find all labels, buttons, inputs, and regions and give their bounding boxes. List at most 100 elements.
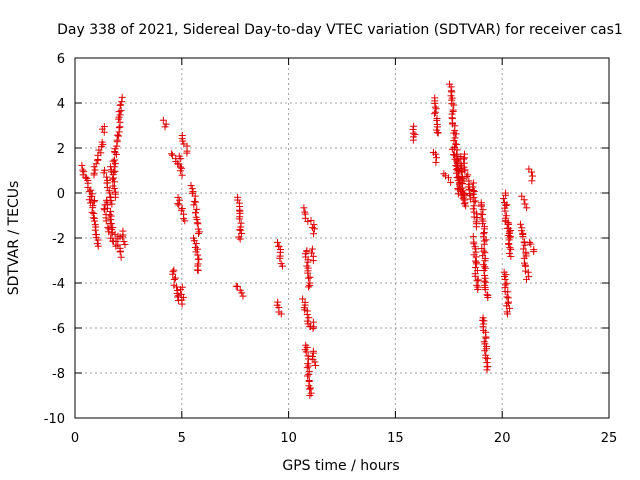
data-point bbox=[450, 151, 458, 159]
data-point bbox=[85, 196, 93, 204]
data-point bbox=[117, 253, 125, 261]
data-point bbox=[104, 223, 112, 231]
data-point bbox=[304, 269, 312, 277]
data-point bbox=[305, 367, 313, 375]
data-point bbox=[116, 118, 124, 126]
data-point bbox=[116, 248, 124, 256]
y-tick-label: -4 bbox=[52, 277, 65, 292]
data-point bbox=[120, 238, 128, 246]
data-point bbox=[117, 101, 125, 109]
data-point bbox=[309, 324, 317, 332]
data-point bbox=[434, 129, 442, 137]
data-point bbox=[87, 186, 95, 194]
data-point bbox=[110, 168, 118, 176]
y-tick-label: -8 bbox=[52, 367, 65, 382]
chart-title: Day 338 of 2021, Sidereal Day-to-day VTE… bbox=[57, 22, 623, 38]
data-point bbox=[276, 254, 284, 262]
data-point bbox=[302, 348, 310, 356]
data-point bbox=[529, 172, 537, 180]
data-point bbox=[472, 223, 480, 231]
data-point bbox=[91, 166, 99, 174]
x-tick-label: 20 bbox=[494, 431, 511, 446]
data-point bbox=[174, 297, 182, 305]
data-point bbox=[472, 257, 480, 265]
data-point bbox=[110, 185, 118, 193]
data-point bbox=[91, 226, 99, 234]
data-point bbox=[177, 206, 185, 214]
data-point bbox=[481, 257, 489, 265]
grid-lines bbox=[75, 58, 609, 418]
data-point bbox=[177, 286, 185, 294]
data-point bbox=[473, 214, 481, 222]
data-point bbox=[480, 240, 488, 248]
data-point bbox=[450, 101, 458, 109]
data-point bbox=[89, 214, 97, 222]
data-point bbox=[459, 193, 467, 201]
data-point bbox=[455, 172, 463, 180]
data-point bbox=[474, 285, 482, 293]
data-point bbox=[168, 150, 176, 158]
data-point bbox=[305, 362, 313, 370]
data-point bbox=[101, 206, 109, 214]
data-point bbox=[238, 230, 246, 238]
data-point bbox=[524, 268, 532, 276]
data-point bbox=[306, 391, 314, 399]
data-point bbox=[190, 237, 198, 245]
x-tick-label: 15 bbox=[387, 431, 404, 446]
y-tick-label: 2 bbox=[57, 142, 65, 157]
data-point bbox=[304, 355, 312, 363]
data-point bbox=[473, 281, 481, 289]
data-point bbox=[174, 200, 182, 208]
data-point bbox=[80, 168, 88, 176]
data-point bbox=[308, 249, 316, 257]
data-point bbox=[432, 154, 440, 162]
data-point bbox=[444, 174, 452, 182]
data-point bbox=[183, 149, 191, 157]
data-point bbox=[193, 205, 201, 213]
data-point bbox=[194, 251, 202, 259]
data-point bbox=[236, 235, 244, 243]
data-point bbox=[448, 88, 456, 96]
data-point bbox=[176, 167, 184, 175]
data-point bbox=[470, 240, 478, 248]
data-point bbox=[473, 260, 481, 268]
data-point bbox=[95, 146, 103, 154]
data-point bbox=[521, 200, 529, 208]
data-point bbox=[177, 155, 185, 163]
data-point bbox=[103, 183, 111, 191]
data-point bbox=[161, 123, 169, 131]
data-point bbox=[90, 169, 98, 177]
data-point bbox=[119, 233, 127, 241]
data-point bbox=[504, 310, 512, 318]
data-point bbox=[452, 140, 460, 148]
data-point bbox=[98, 138, 106, 146]
data-point bbox=[450, 137, 458, 145]
data-point bbox=[309, 257, 317, 265]
data-point bbox=[176, 196, 184, 204]
data-point bbox=[110, 178, 118, 186]
data-point bbox=[482, 236, 490, 244]
y-tick-label: 4 bbox=[57, 97, 65, 112]
data-point bbox=[310, 323, 318, 331]
data-point bbox=[111, 167, 119, 175]
data-point bbox=[448, 145, 456, 153]
x-axis-ticks: 0 5 10 15 20 25 bbox=[71, 58, 617, 446]
data-point bbox=[94, 236, 102, 244]
data-point bbox=[431, 108, 439, 116]
data-point bbox=[195, 255, 203, 263]
data-point bbox=[118, 93, 126, 101]
data-point bbox=[469, 183, 477, 191]
data-point bbox=[410, 122, 418, 130]
data-point bbox=[192, 209, 200, 217]
data-point bbox=[170, 266, 178, 274]
data-point bbox=[479, 323, 487, 331]
data-point bbox=[305, 370, 313, 378]
data-point bbox=[159, 116, 167, 124]
data-point bbox=[460, 155, 468, 163]
data-point bbox=[113, 131, 121, 139]
data-point bbox=[462, 202, 470, 210]
data-point bbox=[194, 229, 202, 237]
data-point bbox=[470, 187, 478, 195]
data-point bbox=[433, 129, 441, 137]
data-point bbox=[175, 160, 183, 168]
